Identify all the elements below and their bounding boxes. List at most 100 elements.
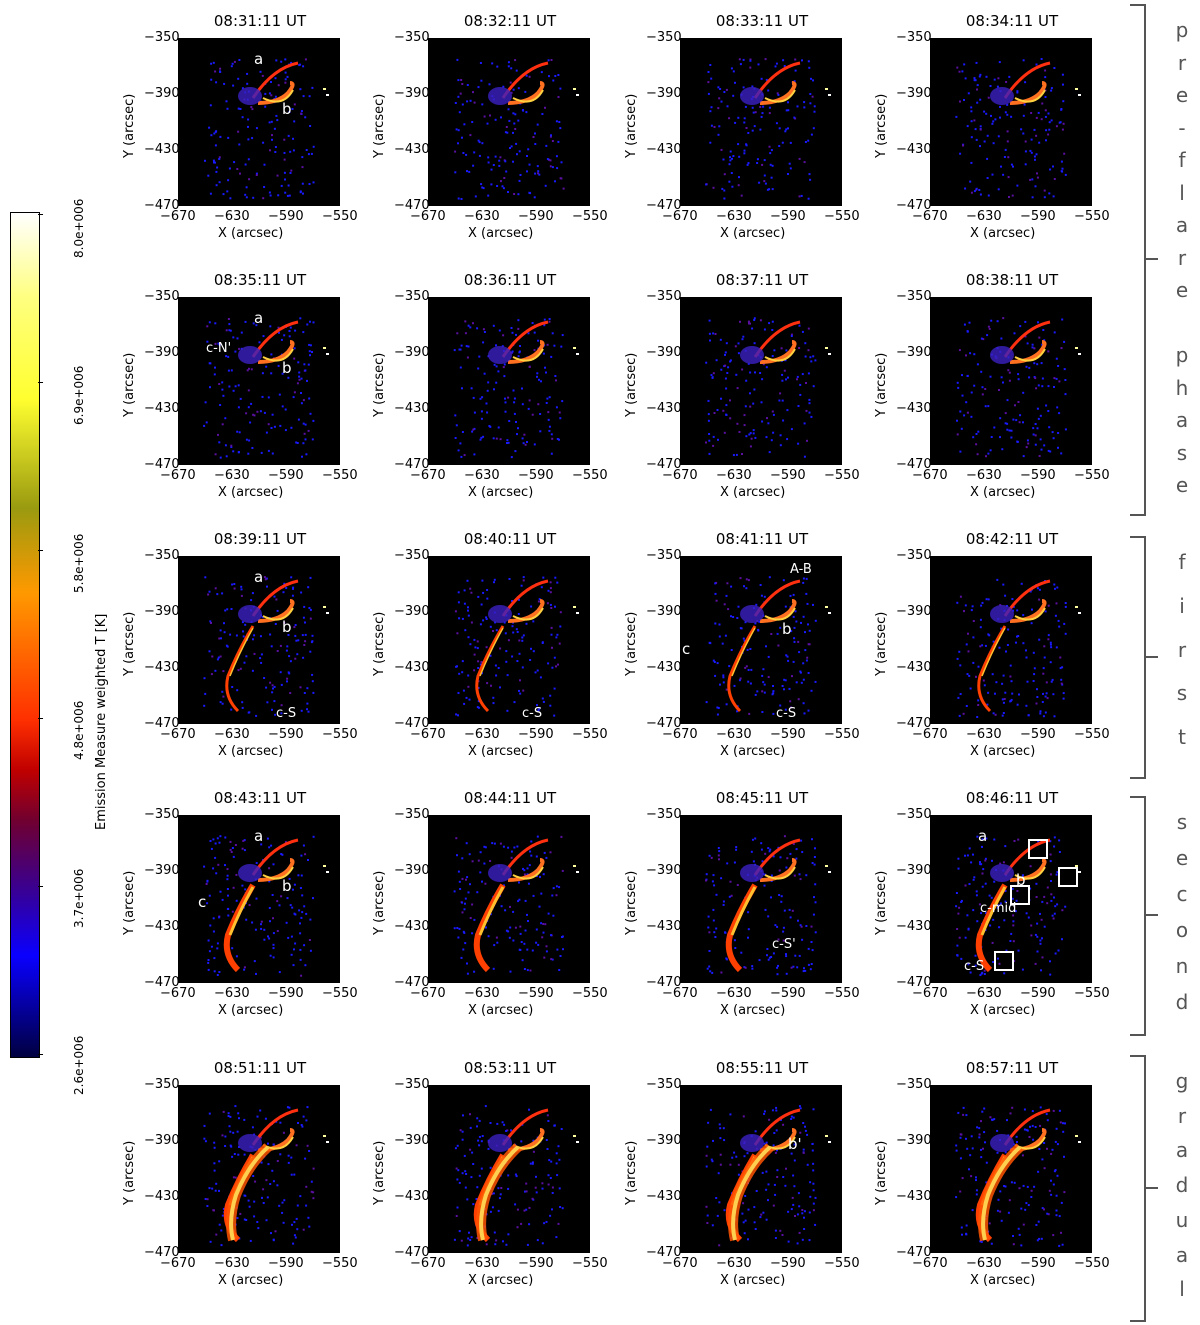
- x-tick-label: −550: [322, 727, 358, 742]
- x-tick-label: −670: [160, 468, 196, 483]
- panel-time-title: 08:36:11 UT: [463, 271, 557, 289]
- phase-bracket-tick: [1146, 655, 1158, 658]
- temperature-map-panel: [428, 297, 590, 465]
- phase-label-letter: u: [1175, 1207, 1189, 1232]
- x-tick-label: −550: [322, 1256, 358, 1271]
- feature-label: c-N': [206, 341, 232, 356]
- y-axis-label: Y (arcsec): [874, 1140, 889, 1205]
- y-tick-label: −390: [896, 86, 932, 101]
- colorbar-tick-label: 2.6e+006: [72, 1035, 86, 1095]
- x-axis-label: X (arcsec): [218, 485, 284, 500]
- x-tick-label: −630: [966, 468, 1002, 483]
- x-tick-label: −630: [716, 986, 752, 1001]
- temperature-map-panel: [930, 1085, 1092, 1253]
- y-tick-label: −390: [646, 345, 682, 360]
- x-tick-label: −670: [662, 468, 698, 483]
- phase-label-letter: l: [1179, 1277, 1185, 1302]
- panel-time-title: 08:53:11 UT: [463, 1059, 557, 1077]
- x-axis-label: X (arcsec): [218, 1003, 284, 1018]
- y-tick-label: −470: [144, 1245, 180, 1260]
- x-tick-label: −670: [160, 209, 196, 224]
- phase-label-letter: f: [1178, 550, 1186, 574]
- panel-time-title: 08:45:11 UT: [715, 789, 809, 807]
- y-tick-label: −430: [394, 142, 430, 157]
- y-axis-label: Y (arcsec): [372, 1140, 387, 1205]
- colorbar-tick-mark: [38, 550, 43, 551]
- phase-label-letter: s: [1176, 681, 1188, 706]
- x-tick-label: −670: [160, 727, 196, 742]
- panel-time-title: 08:33:11 UT: [715, 12, 809, 30]
- x-tick-label: −590: [268, 209, 304, 224]
- x-tick-label: −670: [912, 727, 948, 742]
- x-tick-label: −630: [966, 1256, 1002, 1271]
- y-tick-label: −470: [896, 457, 932, 472]
- panel-time-title: 08:41:11 UT: [715, 530, 809, 548]
- panel-time-title: 08:55:11 UT: [715, 1059, 809, 1077]
- x-tick-label: −550: [322, 986, 358, 1001]
- x-tick-label: −550: [1074, 986, 1110, 1001]
- x-tick-label: −630: [716, 209, 752, 224]
- y-tick-label: −470: [896, 198, 932, 213]
- y-axis-label: Y (arcsec): [874, 870, 889, 935]
- x-tick-label: −670: [160, 986, 196, 1001]
- y-tick-label: −470: [144, 975, 180, 990]
- x-tick-label: −590: [1020, 468, 1056, 483]
- x-tick-label: −590: [518, 727, 554, 742]
- feature-label: b: [282, 877, 292, 895]
- colorbar-tick-mark: [38, 214, 43, 215]
- x-tick-label: −550: [824, 1256, 860, 1271]
- phase-bracket-tick: [1146, 258, 1158, 260]
- feature-label: a: [254, 568, 264, 586]
- x-tick-label: −550: [1074, 727, 1110, 742]
- x-axis-label: X (arcsec): [970, 1003, 1036, 1018]
- y-tick-label: −470: [646, 975, 682, 990]
- x-tick-label: −630: [966, 986, 1002, 1001]
- x-tick-label: −590: [770, 986, 806, 1001]
- y-tick-label: −430: [646, 142, 682, 157]
- phase-label-letter: a: [1175, 408, 1189, 433]
- y-tick-label: −470: [144, 198, 180, 213]
- feature-label: c-S': [772, 937, 796, 952]
- y-tick-label: −470: [646, 457, 682, 472]
- feature-label: A-B: [790, 562, 812, 577]
- x-tick-label: −550: [824, 727, 860, 742]
- x-tick-label: −550: [824, 468, 860, 483]
- panel-time-title: 08:39:11 UT: [213, 530, 307, 548]
- x-tick-label: −670: [410, 986, 446, 1001]
- feature-label: c-S: [522, 706, 543, 721]
- feature-label: a: [978, 827, 988, 845]
- x-tick-label: −670: [662, 727, 698, 742]
- x-tick-label: −670: [160, 1256, 196, 1271]
- y-tick-label: −390: [394, 1133, 430, 1148]
- y-tick-label: −390: [394, 863, 430, 878]
- y-tick-label: −430: [394, 401, 430, 416]
- y-axis-label: Y (arcsec): [624, 352, 639, 417]
- x-tick-label: −630: [214, 986, 250, 1001]
- y-tick-label: −390: [394, 86, 430, 101]
- x-axis-label: X (arcsec): [720, 226, 786, 241]
- panel-time-title: 08:38:11 UT: [965, 271, 1059, 289]
- x-tick-label: −630: [214, 209, 250, 224]
- y-tick-label: −470: [394, 457, 430, 472]
- x-axis-label: X (arcsec): [468, 485, 534, 500]
- x-tick-label: −630: [214, 727, 250, 742]
- y-tick-label: −470: [646, 198, 682, 213]
- y-axis-label: Y (arcsec): [874, 611, 889, 676]
- y-axis-label: Y (arcsec): [372, 611, 387, 676]
- x-tick-label: −590: [268, 1256, 304, 1271]
- colorbar-label: Emission Measure weighted T [K]: [94, 613, 109, 830]
- feature-label: c-S: [964, 959, 985, 974]
- y-tick-label: −350: [394, 807, 430, 822]
- x-tick-label: −550: [824, 209, 860, 224]
- y-tick-label: −350: [144, 1077, 180, 1092]
- x-tick-label: −550: [572, 209, 608, 224]
- y-tick-label: −430: [144, 142, 180, 157]
- phase-bracket-tick: [1146, 1186, 1158, 1189]
- x-axis-label: X (arcsec): [218, 226, 284, 241]
- temperature-map-panel: [178, 1085, 340, 1253]
- y-tick-label: −350: [896, 807, 932, 822]
- phase-label-letter: r: [1177, 1103, 1187, 1128]
- y-tick-label: −350: [144, 289, 180, 304]
- x-tick-label: −670: [912, 468, 948, 483]
